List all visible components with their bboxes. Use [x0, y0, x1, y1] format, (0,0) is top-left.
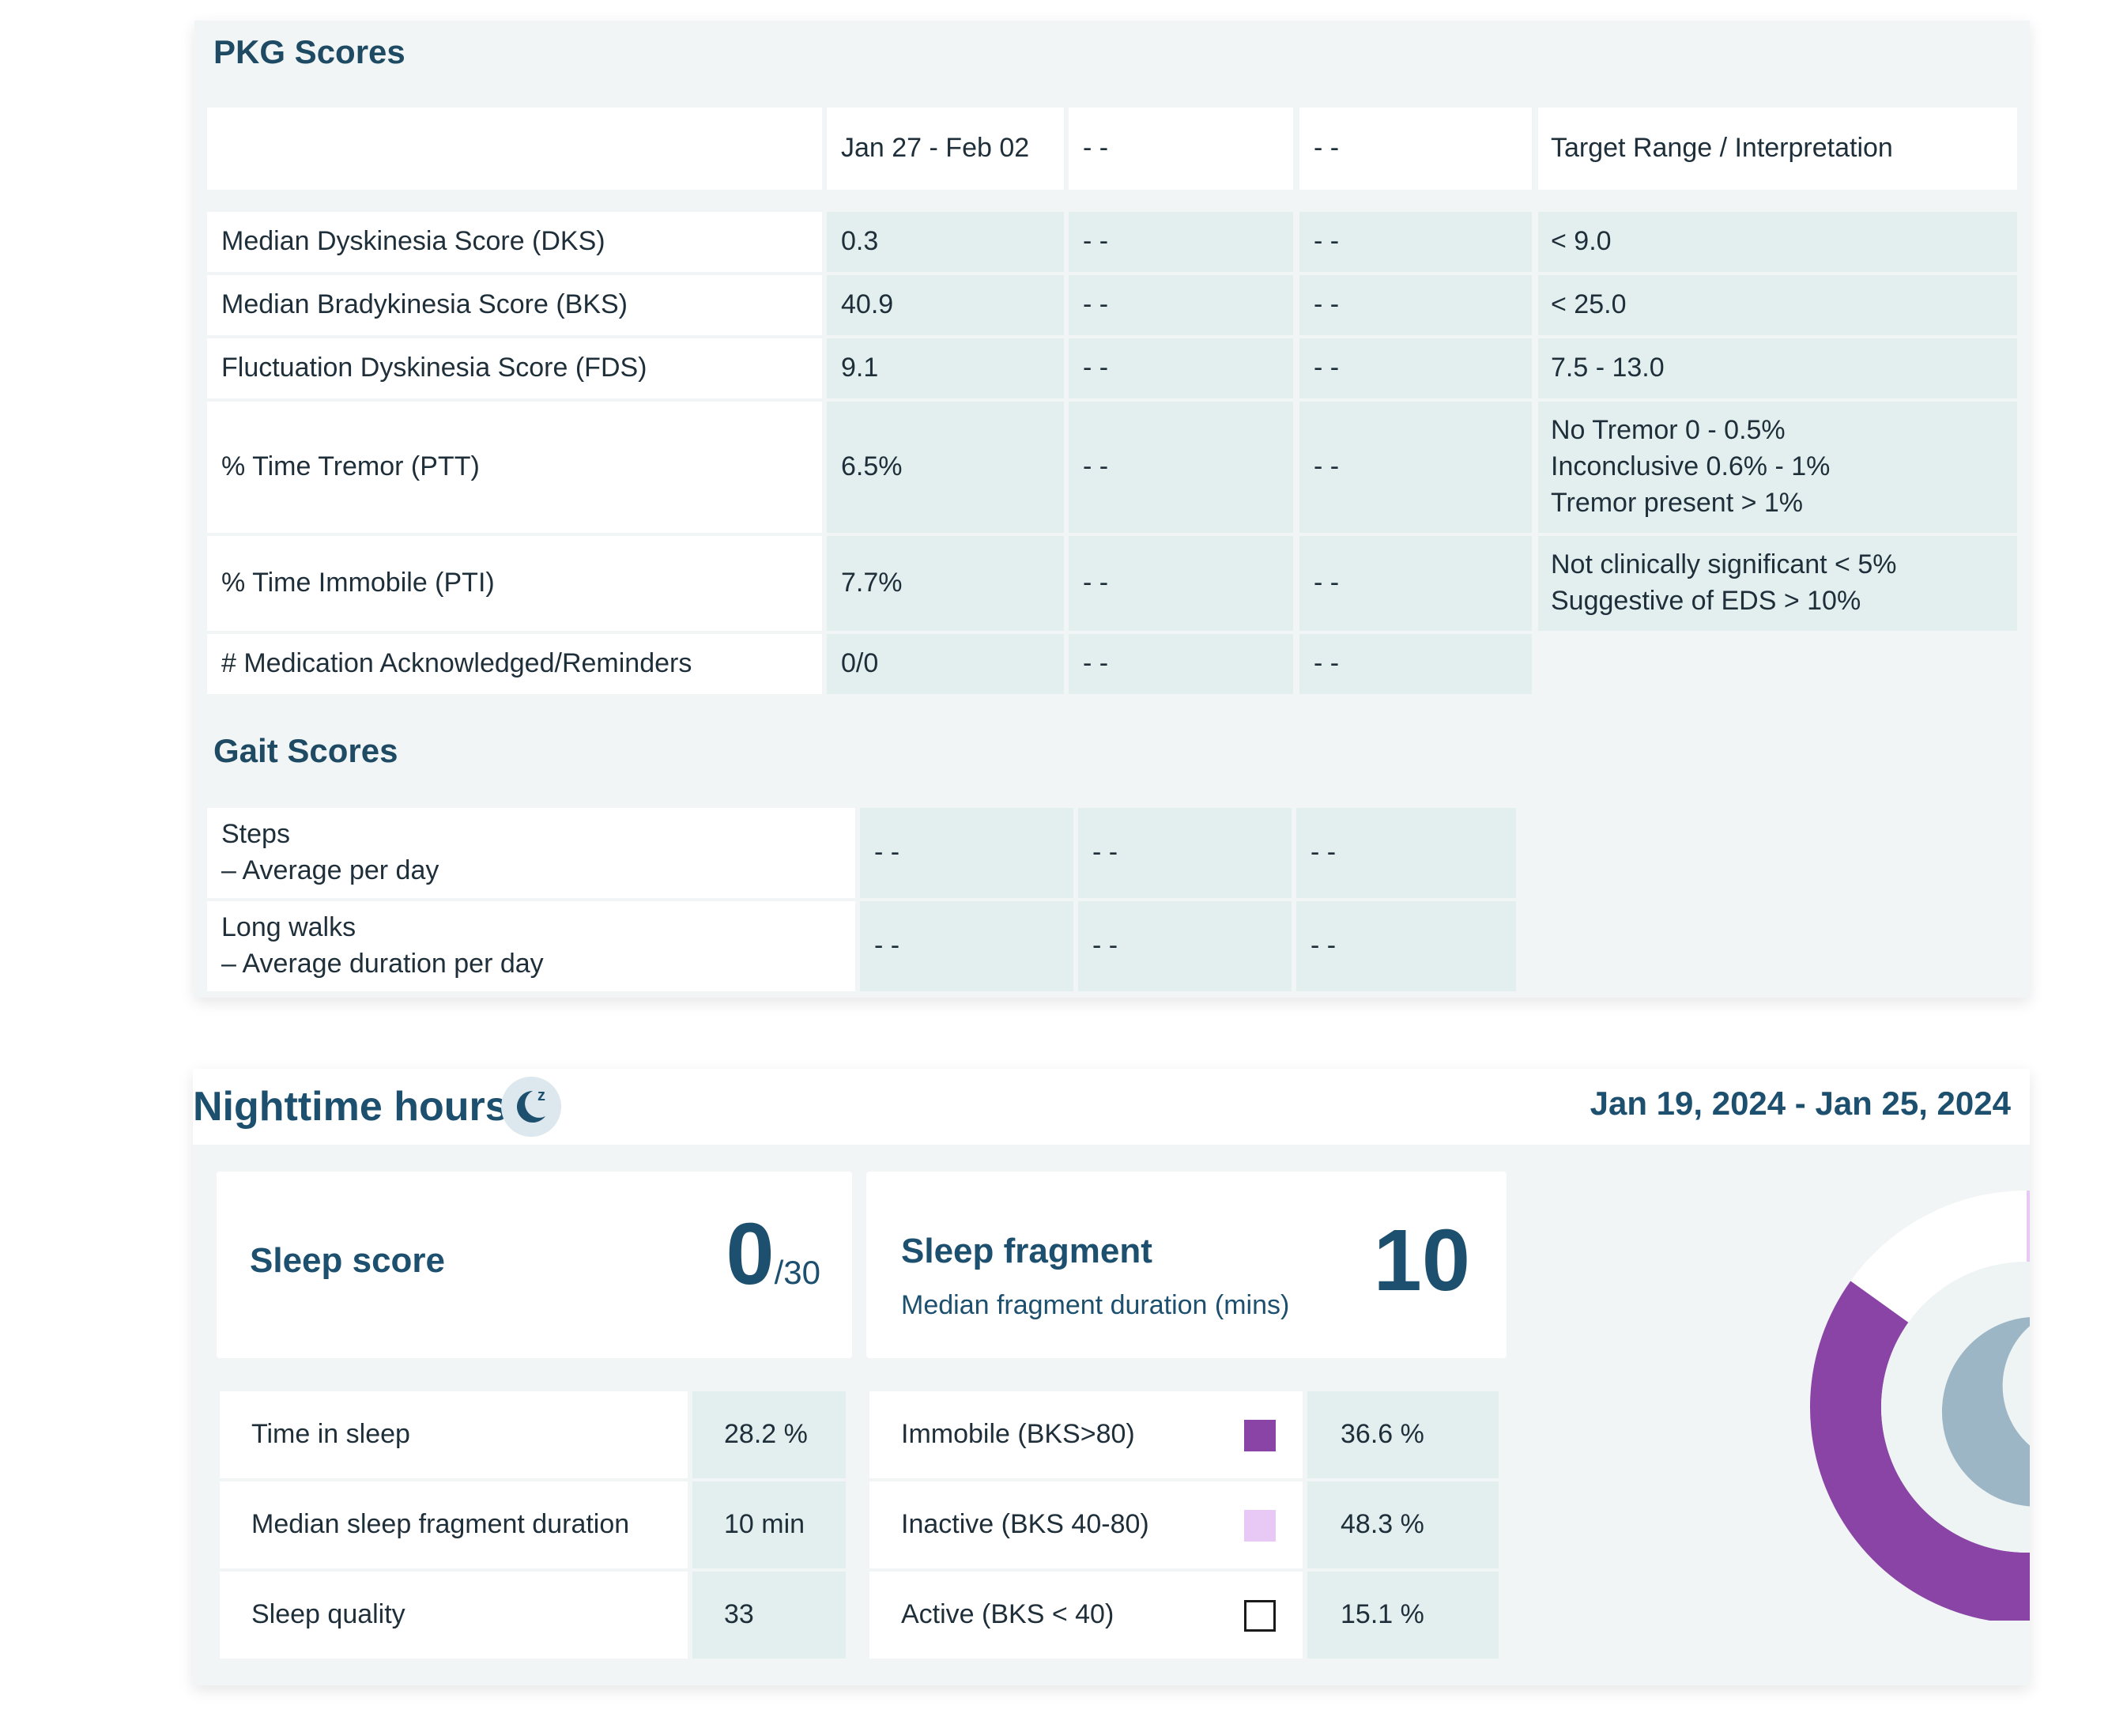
sleep-score-label: Sleep score: [250, 1241, 446, 1280]
gait-label-line1: Steps: [221, 819, 290, 850]
pkg-row-value: - -: [1069, 338, 1293, 398]
pkg-row-value: 0.3: [827, 212, 1064, 272]
target-line: Inconclusive 0.6% - 1%: [1551, 451, 1831, 482]
gait-row-value: - -: [860, 808, 1073, 898]
gait-row-value: - -: [1078, 901, 1292, 991]
pkg-header-col-2: - -: [1069, 108, 1293, 190]
pkg-row-value: - -: [1299, 212, 1532, 272]
stat-value: 33: [692, 1572, 846, 1659]
pkg-row-value: 40.9: [827, 275, 1064, 335]
pkg-header-blank: [207, 108, 822, 190]
sleep-fragment-sublabel: Median fragment duration (mins): [901, 1290, 1290, 1320]
stat-value: 28.2 %: [692, 1391, 846, 1478]
pkg-row-value: - -: [1299, 402, 1532, 533]
pkg-row-value: 0/0: [827, 634, 1064, 694]
pkg-row-value: - -: [1299, 634, 1532, 694]
target-line: Not clinically significant < 5%: [1551, 549, 1897, 580]
pkg-row-label: % Time Tremor (PTT): [207, 402, 822, 533]
pkg-row-target: Not clinically significant < 5% Suggesti…: [1538, 536, 2017, 631]
sleep-score-card: Sleep score 0 /30: [217, 1172, 852, 1358]
target-line: Suggestive of EDS > 10%: [1551, 586, 1861, 616]
immobile-swatch: [1244, 1420, 1276, 1451]
gait-scores-title: Gait Scores: [213, 732, 398, 769]
sleep-fragment-label: Sleep fragment: [901, 1232, 1152, 1270]
pkg-row-target: < 25.0: [1538, 275, 2017, 335]
activity-label: Immobile (BKS>80): [869, 1391, 1303, 1478]
pkg-row-label: Median Bradykinesia Score (BKS): [207, 275, 822, 335]
pkg-row-target: No Tremor 0 - 0.5% Inconclusive 0.6% - 1…: [1538, 402, 2017, 533]
nighttime-date-range: Jan 19, 2024 - Jan 25, 2024: [1590, 1085, 2011, 1122]
activity-value: 15.1 %: [1307, 1572, 1499, 1659]
gait-label-line1: Long walks: [221, 912, 356, 943]
pkg-header-target: Target Range / Interpretation: [1538, 108, 2017, 190]
pkg-scores-title: PKG Scores: [213, 33, 405, 70]
pkg-row-value: - -: [1069, 212, 1293, 272]
pkg-row-value: - -: [1299, 275, 1532, 335]
donut-slice-active: [1850, 1191, 2027, 1323]
pkg-row-value: - -: [1069, 536, 1293, 631]
gait-row-value: - -: [1296, 808, 1516, 898]
pkg-row-value: 6.5%: [827, 402, 1064, 533]
stat-value: 10 min: [692, 1481, 846, 1568]
gait-row-value: - -: [1296, 901, 1516, 991]
pkg-row-value: - -: [1069, 275, 1293, 335]
target-line: No Tremor 0 - 0.5%: [1551, 415, 1786, 446]
nighttime-title: Nighttime hours: [193, 1084, 508, 1130]
gait-row-label: Long walks – Average duration per day: [207, 901, 855, 991]
stat-label: Time in sleep: [220, 1391, 688, 1478]
pkg-row-target: 7.5 - 13.0: [1538, 338, 2017, 398]
gait-row-value: - -: [860, 901, 1073, 991]
inactive-swatch: [1244, 1510, 1276, 1542]
pkg-row-value: - -: [1069, 634, 1293, 694]
svg-text:z: z: [537, 1087, 545, 1104]
sleep-score-max: /30: [774, 1254, 820, 1291]
nighttime-header: Nighttime hours z Jan 19, 2024 - Jan 25,…: [193, 1069, 2030, 1145]
stat-label: Median sleep fragment duration: [220, 1481, 688, 1568]
pkg-row-value: - -: [1069, 402, 1293, 533]
gait-label-line2: – Average duration per day: [221, 949, 544, 979]
pkg-row-value: 9.1: [827, 338, 1064, 398]
sleep-score-value: 0: [726, 1206, 775, 1303]
pkg-row-target: < 9.0: [1538, 212, 2017, 272]
activity-value: 36.6 %: [1307, 1391, 1499, 1478]
pkg-row-label: % Time Immobile (PTI): [207, 536, 822, 631]
pkg-row-value: - -: [1299, 338, 1532, 398]
nighttime-panel: Nighttime hours z Jan 19, 2024 - Jan 25,…: [193, 1069, 2030, 1685]
moon-z-icon: z: [501, 1077, 561, 1137]
gait-label-line2: – Average per day: [221, 855, 439, 885]
target-line: Tremor present > 1%: [1551, 487, 1804, 518]
sleep-fragment-value: 10: [1373, 1212, 1470, 1309]
pkg-row-label: Fluctuation Dyskinesia Score (FDS): [207, 338, 822, 398]
pkg-header-col-3: - -: [1299, 108, 1532, 190]
gait-row-label: Steps – Average per day: [207, 808, 855, 898]
moon-z-icon: Z: [1941, 1317, 2030, 1507]
donut-slice-inactive: [2027, 1191, 2030, 1262]
pkg-header-col-1: Jan 27 - Feb 02: [827, 108, 1064, 190]
pkg-row-value: 7.7%: [827, 536, 1064, 631]
pkg-row-value: - -: [1299, 536, 1532, 631]
sleep-activity-donut-chart: Z: [1810, 1191, 2030, 1621]
activity-value: 48.3 %: [1307, 1481, 1499, 1568]
gait-row-value: - -: [1078, 808, 1292, 898]
donut-slice-immobile: [1810, 1281, 2030, 1621]
sleep-score-value-group: 0 /30: [726, 1211, 820, 1298]
pkg-row-label: # Medication Acknowledged/Reminders: [207, 634, 822, 694]
activity-label: Inactive (BKS 40-80): [869, 1481, 1303, 1568]
activity-label: Active (BKS < 40): [869, 1572, 1303, 1659]
pkg-row-label: Median Dyskinesia Score (DKS): [207, 212, 822, 272]
stat-label: Sleep quality: [220, 1572, 688, 1659]
pkg-gait-panel: PKG Scores Jan 27 - Feb 02 - - - - Targe…: [194, 21, 2030, 998]
active-swatch: [1244, 1600, 1276, 1632]
sleep-fragment-card: Sleep fragment Median fragment duration …: [866, 1172, 1507, 1358]
